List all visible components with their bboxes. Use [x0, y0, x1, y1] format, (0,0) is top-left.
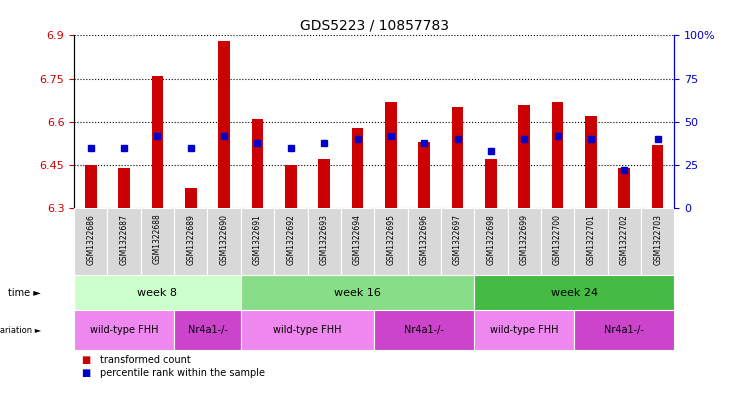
FancyBboxPatch shape	[241, 208, 274, 275]
FancyBboxPatch shape	[408, 208, 441, 275]
FancyBboxPatch shape	[374, 310, 474, 350]
Text: GSM1322694: GSM1322694	[353, 214, 362, 264]
FancyBboxPatch shape	[374, 208, 408, 275]
Text: week 16: week 16	[334, 288, 381, 298]
Text: GSM1322697: GSM1322697	[453, 214, 462, 264]
FancyBboxPatch shape	[241, 275, 474, 310]
Text: GSM1322687: GSM1322687	[119, 214, 129, 264]
Text: GSM1322703: GSM1322703	[653, 214, 662, 264]
Text: wild-type FHH: wild-type FHH	[90, 325, 159, 335]
Bar	[285, 165, 296, 208]
FancyBboxPatch shape	[474, 275, 674, 310]
Text: GSM1322692: GSM1322692	[286, 214, 296, 264]
Bar	[85, 165, 96, 208]
FancyBboxPatch shape	[107, 208, 141, 275]
FancyBboxPatch shape	[608, 208, 641, 275]
FancyBboxPatch shape	[308, 208, 341, 275]
FancyBboxPatch shape	[207, 208, 241, 275]
FancyBboxPatch shape	[74, 275, 241, 310]
FancyBboxPatch shape	[74, 208, 107, 275]
FancyBboxPatch shape	[474, 310, 574, 350]
Text: GSM1322690: GSM1322690	[219, 214, 229, 264]
Text: GSM1322693: GSM1322693	[319, 214, 329, 264]
Bar	[652, 145, 663, 208]
FancyBboxPatch shape	[274, 208, 308, 275]
Text: GSM1322701: GSM1322701	[586, 214, 596, 264]
Text: GSM1322699: GSM1322699	[519, 214, 529, 264]
Bar	[585, 116, 597, 208]
Text: week 24: week 24	[551, 288, 598, 298]
FancyBboxPatch shape	[174, 208, 207, 275]
FancyBboxPatch shape	[241, 310, 374, 350]
Text: Nr4a1-/-: Nr4a1-/-	[405, 325, 444, 335]
FancyBboxPatch shape	[74, 310, 174, 350]
Bar	[419, 142, 430, 208]
Text: GSM1322686: GSM1322686	[86, 214, 96, 264]
Text: GSM1322698: GSM1322698	[486, 214, 496, 264]
FancyBboxPatch shape	[341, 208, 374, 275]
FancyBboxPatch shape	[141, 208, 174, 275]
Bar	[119, 168, 130, 208]
Text: wild-type FHH: wild-type FHH	[490, 325, 559, 335]
Bar	[519, 105, 530, 208]
Text: genotype/variation ►: genotype/variation ►	[0, 326, 41, 334]
FancyBboxPatch shape	[541, 208, 574, 275]
Text: wild-type FHH: wild-type FHH	[273, 325, 342, 335]
Text: Nr4a1-/-: Nr4a1-/-	[605, 325, 644, 335]
FancyBboxPatch shape	[574, 310, 674, 350]
FancyBboxPatch shape	[474, 208, 508, 275]
FancyBboxPatch shape	[508, 208, 541, 275]
Text: Nr4a1-/-: Nr4a1-/-	[187, 325, 227, 335]
Text: GSM1322691: GSM1322691	[253, 214, 262, 264]
Text: week 8: week 8	[138, 288, 177, 298]
Text: percentile rank within the sample: percentile rank within the sample	[100, 368, 265, 378]
Text: transformed count: transformed count	[100, 354, 190, 365]
Bar	[185, 188, 196, 208]
Title: GDS5223 / 10857783: GDS5223 / 10857783	[299, 19, 449, 33]
Bar	[152, 76, 163, 208]
Text: GSM1322695: GSM1322695	[386, 214, 396, 264]
Bar	[619, 168, 630, 208]
Bar	[252, 119, 263, 208]
Text: GSM1322688: GSM1322688	[153, 214, 162, 264]
Bar	[219, 41, 230, 208]
Text: ■: ■	[82, 354, 90, 365]
Bar	[319, 159, 330, 208]
FancyBboxPatch shape	[641, 208, 674, 275]
FancyBboxPatch shape	[441, 208, 474, 275]
Text: GSM1322689: GSM1322689	[186, 214, 196, 264]
Text: GSM1322702: GSM1322702	[619, 214, 629, 264]
Bar	[485, 159, 496, 208]
Text: time ►: time ►	[8, 288, 41, 298]
Text: GSM1322700: GSM1322700	[553, 214, 562, 264]
Text: GSM1322696: GSM1322696	[419, 214, 429, 264]
FancyBboxPatch shape	[174, 310, 241, 350]
Bar	[452, 107, 463, 208]
Bar	[552, 102, 563, 208]
FancyBboxPatch shape	[574, 208, 608, 275]
Bar	[385, 102, 396, 208]
Text: ■: ■	[82, 368, 90, 378]
Bar	[352, 128, 363, 208]
